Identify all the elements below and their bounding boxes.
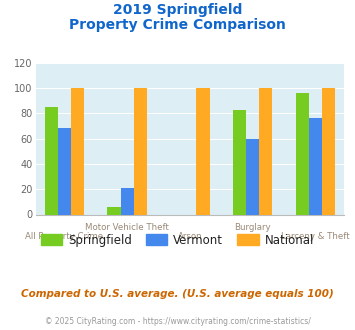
Bar bbox=[45, 107, 58, 214]
Text: Property Crime Comparison: Property Crime Comparison bbox=[69, 18, 286, 32]
Bar bbox=[133, 88, 147, 214]
Bar bbox=[108, 207, 121, 214]
Bar bbox=[296, 93, 309, 214]
Text: All Property Crime: All Property Crime bbox=[25, 232, 103, 241]
Bar bbox=[71, 88, 84, 214]
Text: © 2025 CityRating.com - https://www.cityrating.com/crime-statistics/: © 2025 CityRating.com - https://www.city… bbox=[45, 317, 310, 326]
Text: 2019 Springfield: 2019 Springfield bbox=[113, 3, 242, 17]
Legend: Springfield, Vermont, National: Springfield, Vermont, National bbox=[36, 229, 319, 251]
Bar bbox=[259, 88, 272, 214]
Bar bbox=[322, 88, 335, 214]
Bar bbox=[246, 139, 259, 214]
Text: Compared to U.S. average. (U.S. average equals 100): Compared to U.S. average. (U.S. average … bbox=[21, 289, 334, 299]
Text: Motor Vehicle Theft: Motor Vehicle Theft bbox=[85, 223, 169, 232]
Text: Arson: Arson bbox=[178, 232, 202, 241]
Bar bbox=[196, 88, 209, 214]
Bar bbox=[233, 110, 246, 214]
Bar bbox=[58, 128, 71, 214]
Bar bbox=[121, 188, 133, 215]
Text: Burglary: Burglary bbox=[234, 223, 271, 232]
Text: Larceny & Theft: Larceny & Theft bbox=[281, 232, 350, 241]
Bar bbox=[309, 118, 322, 214]
